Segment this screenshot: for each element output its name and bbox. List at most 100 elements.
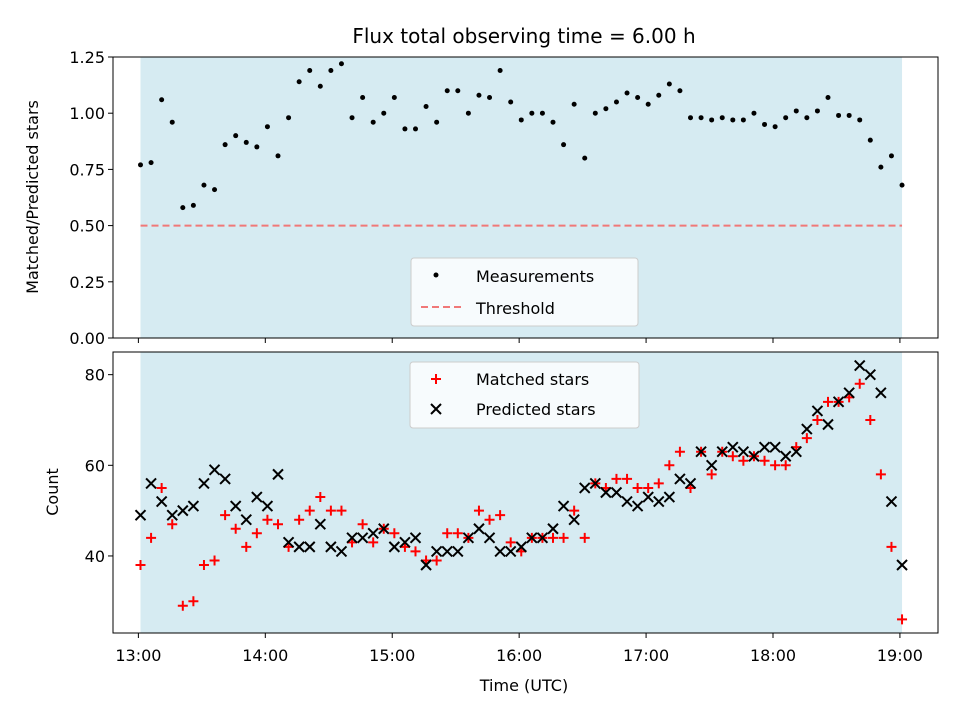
measurement-point	[539, 110, 545, 116]
predicted-stars-point	[790, 446, 802, 458]
predicted-stars-point	[547, 523, 559, 535]
matched-stars-point	[442, 528, 453, 539]
measurement-point	[286, 115, 292, 121]
matched-stars-point	[812, 414, 823, 425]
predicted-stars-point	[822, 418, 834, 431]
matched-stars-point	[854, 378, 865, 389]
predicted-stars-point	[494, 545, 506, 558]
predicted-stars-point	[610, 486, 623, 499]
measurement-point	[233, 133, 239, 139]
y-tick-label: 0.25	[69, 273, 105, 292]
matched-stars-point	[325, 505, 336, 516]
measurement-point	[328, 67, 334, 73]
predicted-stars-point	[314, 518, 327, 530]
predicted-stars-point	[293, 541, 305, 553]
predicted-stars-point	[631, 500, 644, 512]
measurement-point	[688, 115, 693, 121]
predicted-stars-point	[832, 396, 845, 408]
count-legend-box	[409, 361, 640, 429]
predicted-stars-point	[261, 500, 274, 512]
measurement-point	[148, 160, 154, 166]
measurement-point	[571, 101, 577, 107]
measurement-point	[762, 121, 768, 127]
predicted-stars-point	[134, 509, 147, 521]
measurement-point	[857, 117, 863, 123]
predicted-stars-point	[737, 446, 750, 458]
matched-stars-point	[505, 537, 516, 548]
predicted-stars-point	[219, 473, 231, 485]
measurement-point	[338, 61, 344, 67]
measurement-point	[825, 94, 831, 100]
predicted-stars-point	[769, 441, 781, 453]
measurement-point	[212, 187, 218, 193]
predicted-stars-point	[875, 387, 887, 399]
measurement-point	[444, 88, 450, 94]
y-tick-label: 60	[85, 456, 105, 475]
matched-stars-point	[643, 482, 654, 493]
matched-stars-point	[484, 514, 495, 525]
x-tick-label: 19:00	[877, 646, 923, 665]
measurement-point	[402, 126, 408, 132]
matched-stars-point	[473, 505, 484, 516]
measurement-point	[138, 162, 143, 168]
matched-legend-label: Matched stars	[476, 370, 589, 389]
measurement-point	[455, 88, 461, 94]
measurement-point	[349, 115, 355, 121]
predicted-stars-point	[388, 541, 401, 553]
measurements-legend-marker	[433, 272, 439, 278]
measurement-point	[413, 126, 418, 132]
predicted-stars-point	[684, 477, 697, 490]
predicted-stars-point	[653, 495, 665, 508]
measurement-point	[603, 106, 609, 112]
x-tick-label: 18:00	[750, 646, 796, 665]
measurement-point	[899, 182, 905, 188]
measurement-point	[613, 99, 619, 105]
measurement-point	[476, 92, 482, 98]
measurement-point	[836, 112, 842, 118]
predicted-stars-point	[885, 495, 898, 508]
predicted-stars-point	[526, 532, 538, 544]
measurement-point	[307, 67, 313, 73]
measurement-point	[698, 115, 704, 121]
matched-stars-point	[262, 514, 273, 525]
matched-stars-point	[273, 519, 283, 530]
measurement-point	[804, 115, 810, 121]
predicted-stars-point	[187, 500, 200, 512]
ratio-legend-box	[410, 257, 639, 327]
measurement-point	[370, 119, 376, 125]
predicted-stars-point	[504, 545, 517, 558]
matched-stars-point	[706, 469, 717, 480]
measurement-point	[296, 79, 302, 85]
predicted-stars-point	[198, 477, 210, 490]
matched-stars-point	[294, 514, 305, 525]
predicted-stars-point	[515, 541, 527, 553]
predicted-legend-label: Predicted stars	[476, 400, 596, 419]
x-tick-label: 16:00	[496, 646, 542, 665]
count-y-axis-label: Count	[43, 468, 62, 516]
matched-stars-point	[368, 537, 379, 548]
matched-stars-point	[188, 596, 199, 607]
predicted-stars-point	[705, 459, 718, 472]
matched-stars-point	[209, 555, 220, 566]
ratio-legend: Measurements Threshold	[410, 257, 639, 327]
predicted-stars-point	[589, 477, 602, 490]
x-tick-label: 17:00	[623, 646, 669, 665]
predicted-stars-point	[801, 423, 813, 435]
measurement-point	[550, 119, 556, 125]
matched-stars-point	[452, 528, 463, 539]
matched-stars-point	[664, 460, 675, 471]
predicted-stars-point	[864, 368, 877, 381]
predicted-stars-point	[663, 491, 676, 503]
measurement-point	[793, 108, 799, 114]
measurement-point	[465, 110, 471, 116]
measurement-point	[751, 110, 757, 116]
measurement-point	[391, 94, 397, 100]
matched-stars-point	[727, 451, 738, 462]
measurement-point	[518, 117, 524, 123]
measurement-point	[201, 182, 207, 188]
predicted-stars-point	[145, 477, 157, 490]
measurement-point	[222, 142, 228, 148]
x-tick-label: 14:00	[242, 646, 288, 665]
predicted-stars-point	[811, 405, 824, 417]
matched-stars-point	[674, 446, 685, 457]
